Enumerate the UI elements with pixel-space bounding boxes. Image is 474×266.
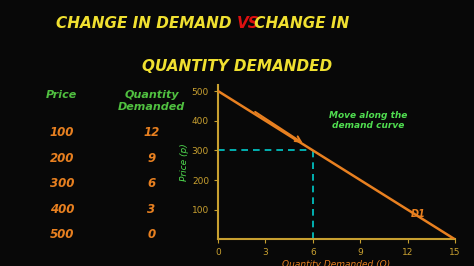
Text: 12: 12	[143, 126, 160, 139]
Text: 6: 6	[147, 177, 155, 190]
Text: 0: 0	[147, 228, 155, 241]
Y-axis label: Price (p): Price (p)	[180, 143, 189, 181]
Text: Price: Price	[46, 90, 77, 100]
Text: 3: 3	[147, 203, 155, 216]
X-axis label: Quantity Demanded (Q): Quantity Demanded (Q)	[283, 260, 391, 266]
Text: QUANTITY DEMANDED: QUANTITY DEMANDED	[142, 59, 332, 74]
Text: CHANGE IN: CHANGE IN	[249, 16, 349, 31]
Text: 100: 100	[50, 126, 74, 139]
Text: VS: VS	[237, 16, 260, 31]
Text: 9: 9	[147, 152, 155, 165]
Text: Quantity
Demanded: Quantity Demanded	[118, 90, 185, 112]
Text: CHANGE IN DEMAND: CHANGE IN DEMAND	[56, 16, 237, 31]
Text: Move along the
demand curve: Move along the demand curve	[329, 111, 407, 130]
Text: D1: D1	[411, 209, 426, 219]
Text: 500: 500	[50, 228, 74, 241]
Text: 200: 200	[50, 152, 74, 165]
Text: 400: 400	[50, 203, 74, 216]
Text: 300: 300	[50, 177, 74, 190]
